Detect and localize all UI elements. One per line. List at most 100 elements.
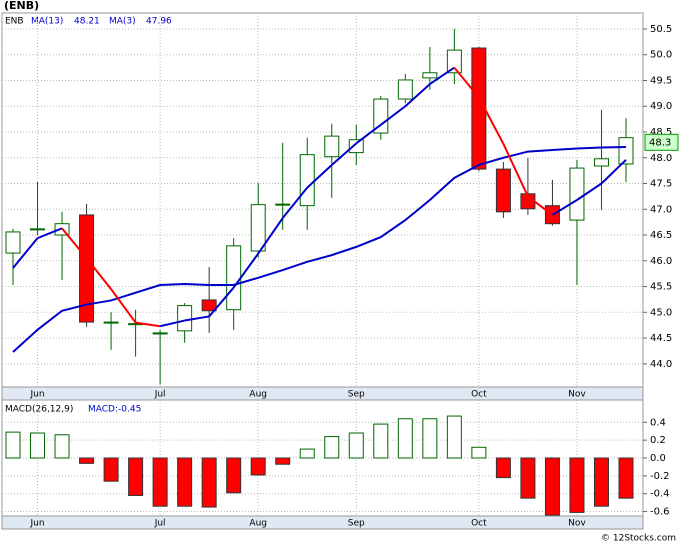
macd-bar (397, 418, 413, 459)
ma-segment (135, 321, 161, 328)
x-tick-label: Nov (568, 519, 586, 529)
legend-value: 47.96 (146, 17, 172, 27)
macd-bar (299, 448, 315, 459)
ma-segment (12, 237, 39, 269)
ma-segment (159, 319, 185, 328)
candle-body (422, 72, 438, 79)
macd-bar (373, 423, 389, 459)
x-tick-label: Jul (154, 390, 166, 400)
ma-segment (576, 182, 603, 201)
x-tick-label: Aug (249, 390, 267, 400)
ma-segment (306, 164, 333, 189)
macd-bar (275, 457, 291, 465)
candle-body (103, 321, 119, 324)
candle-body (397, 79, 413, 100)
macd-bar (250, 457, 266, 476)
ma-segment (502, 143, 529, 197)
y-tick-label: 49.5 (650, 75, 672, 86)
candle-body (177, 305, 193, 332)
candle-body (5, 231, 21, 254)
macd-bar (30, 432, 46, 459)
legend-entry: MA(3) (109, 17, 136, 27)
y-tick-label: 48.0 (650, 153, 672, 164)
y-tick-label: 46.5 (650, 230, 672, 241)
ma-segment (551, 199, 578, 216)
footer: © 12Stocks.com (601, 534, 676, 544)
candle-body (593, 158, 609, 167)
ma-segment (600, 159, 627, 185)
x-tick-label: Oct (471, 519, 487, 529)
macd-bar (495, 457, 511, 479)
x-tick-label: Nov (568, 390, 586, 400)
y-tick-label: 0.2 (650, 435, 666, 446)
macd-bar (471, 446, 487, 459)
ma-segment (110, 288, 137, 324)
macd-bar (128, 457, 144, 496)
x-tick-label: Sep (348, 390, 365, 400)
candle-body (30, 228, 46, 231)
ma-segment (527, 195, 554, 216)
ma-segment (453, 66, 480, 99)
candle-body (618, 137, 634, 165)
ma-segment (37, 227, 63, 240)
ma-segment (331, 142, 357, 166)
macd-bar (177, 457, 193, 507)
y-tick-label: 47.5 (650, 179, 672, 190)
y-tick-label: 45.5 (650, 282, 672, 293)
legend-entry: MA(13) (31, 17, 63, 27)
candle-body (348, 139, 364, 154)
y-tick-label: 0.0 (650, 453, 666, 464)
x-tick-label: Sep (348, 519, 365, 529)
price-tag-label: 48.3 (649, 137, 671, 148)
y-tick-label: -0.6 (650, 507, 670, 518)
x-tick-label: Jun (29, 390, 44, 400)
ma-line (12, 145, 627, 353)
y-tick-label: 49.0 (650, 101, 672, 112)
month-strip (1, 515, 644, 530)
ma-segment (355, 123, 382, 145)
candle-body (446, 49, 462, 74)
legend-value: 48.21 (74, 17, 100, 27)
legend-entry: ENB (5, 17, 24, 27)
macd-bar (103, 457, 119, 482)
ma-segment (257, 217, 284, 255)
ma-segment (429, 66, 455, 85)
candle-body (324, 135, 340, 158)
ma-segment (85, 257, 112, 290)
ma-segment (61, 227, 88, 259)
y-tick-label: 48.5 (650, 127, 672, 138)
ma-segment (477, 97, 505, 145)
y-tick-label: 45.0 (650, 307, 672, 318)
candle-body (152, 332, 168, 335)
macd-bar (618, 457, 634, 499)
macd-bar (520, 457, 536, 499)
candle-body (299, 154, 315, 207)
macd-bar (593, 457, 609, 507)
candle-body (201, 299, 217, 312)
candle-body (275, 203, 291, 206)
y-tick-label: 44.0 (650, 359, 672, 370)
macd-title: MACD(26,12,9) (5, 405, 73, 415)
ma-segment (281, 187, 309, 219)
macd-bar (201, 457, 217, 508)
macd-bar (569, 457, 585, 513)
y-tick-label: -0.2 (650, 471, 670, 482)
y-tick-label: 46.0 (650, 256, 672, 267)
macd-bar (152, 457, 168, 507)
y-tick-label: 0.4 (650, 417, 666, 428)
y-tick-label: 50.0 (650, 50, 672, 61)
x-tick-label: Aug (249, 519, 267, 529)
macd-subtitle: MACD:-0.45 (88, 405, 141, 415)
y-tick-label: 50.5 (650, 24, 672, 35)
y-tick-label: 44.5 (650, 333, 672, 344)
month-strip (1, 386, 644, 401)
macd-bar (422, 418, 438, 459)
ma-segment (380, 105, 406, 126)
macd-bar (5, 431, 21, 459)
macd-bar (54, 434, 70, 459)
candle-body (226, 245, 242, 311)
macd-bar (348, 432, 364, 459)
candle-body (495, 168, 511, 213)
macd-bar (324, 436, 340, 459)
